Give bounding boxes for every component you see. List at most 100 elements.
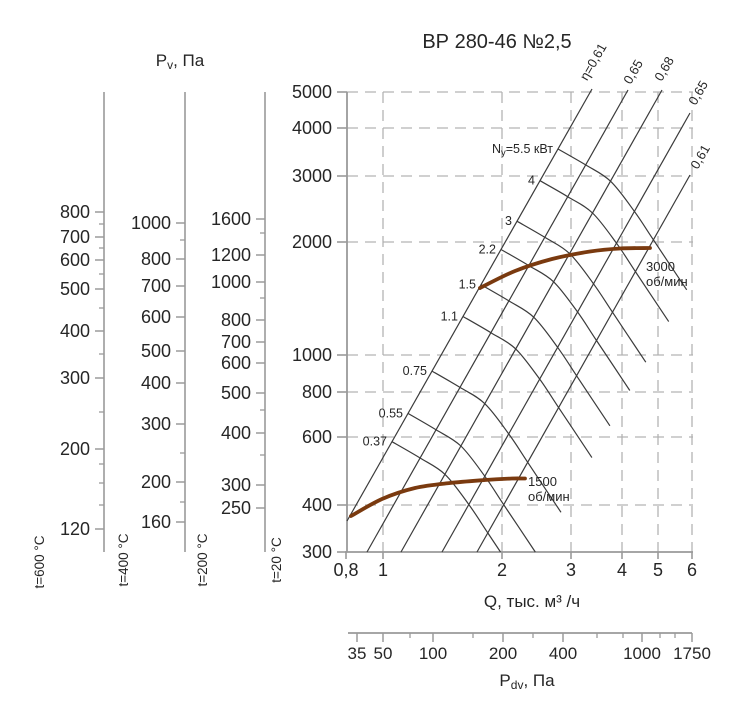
eta-line bbox=[400, 89, 663, 553]
pdv-tick-label: 200 bbox=[489, 644, 517, 663]
x-axis-tick-label: 0,8 bbox=[333, 560, 358, 580]
chart-title: ВР 280-46 №2,5 bbox=[422, 31, 571, 53]
scale-tick-label: 400 bbox=[221, 423, 251, 443]
scale-temperature-label: t=400 °C bbox=[116, 533, 131, 586]
scale-tick-label: 800 bbox=[60, 202, 90, 222]
x-axis-tick-label: 2 bbox=[497, 560, 507, 580]
x-axis-tick-label: 4 bbox=[617, 560, 627, 580]
power-curve-label: 1.1 bbox=[441, 310, 458, 324]
scale-tick-label: 800 bbox=[221, 310, 251, 330]
power-curve bbox=[500, 248, 631, 391]
scale-tick-label: 400 bbox=[141, 373, 171, 393]
eta-line-label: η=0,61 bbox=[577, 41, 610, 83]
y-axis-tick-label: 2000 bbox=[292, 232, 332, 252]
pdv-tick-label: 50 bbox=[374, 644, 393, 663]
y-axis-tick-label: 800 bbox=[302, 382, 332, 402]
scale-tick-label: 600 bbox=[60, 250, 90, 270]
eta-line-label: 0,65 bbox=[620, 57, 646, 86]
scale-tick-label: 700 bbox=[221, 332, 251, 352]
scale-tick-label: 160 bbox=[141, 512, 171, 532]
left-scale-1: 1000 800 700 600 500 400 300 200 160 t=400 °C bbox=[116, 92, 186, 587]
scale-tick-label: 1600 bbox=[211, 209, 251, 229]
labels: ВР 280-46 №2,5 5000 4000 3000 2000 1000 800 600… bbox=[269, 31, 713, 611]
scale-tick-label: 500 bbox=[141, 341, 171, 361]
pdv-axis-title: Pdv, Па bbox=[499, 671, 555, 692]
pdv-tick-label: 100 bbox=[419, 644, 447, 663]
eta-line-label: 0,65 bbox=[685, 78, 711, 107]
scale-tick-label: 120 bbox=[60, 519, 90, 539]
power-curve bbox=[480, 284, 611, 427]
scale-tick-label: 500 bbox=[60, 279, 90, 299]
scale-tick-label: 1000 bbox=[131, 213, 171, 233]
eta-line bbox=[441, 112, 691, 553]
x-axis-tick-label: 1 bbox=[378, 560, 388, 580]
scale-tick-label: 700 bbox=[141, 276, 171, 296]
eta-line-label: 0,68 bbox=[651, 54, 677, 83]
rpm-label-unit: об/мин bbox=[528, 489, 570, 504]
power-curve-label: 1.5 bbox=[459, 278, 476, 292]
power-curve bbox=[539, 180, 670, 322]
rpm-label-value: 1500 bbox=[528, 474, 557, 489]
q-axis-title: Q, тыс. м³ /ч bbox=[484, 592, 580, 611]
eta-line bbox=[476, 174, 691, 553]
power-curve bbox=[557, 148, 688, 291]
scale-tick-label: 1200 bbox=[211, 245, 251, 265]
scale-tick-label: 1000 bbox=[211, 272, 251, 292]
y-axis-tick-label: 600 bbox=[302, 427, 332, 447]
pdv-tick-label: 1000 bbox=[623, 644, 661, 663]
main-axes bbox=[337, 91, 693, 559]
y-axis-tick-label: 3000 bbox=[292, 166, 332, 186]
x-axis-tick-label: 6 bbox=[687, 560, 697, 580]
power-curve bbox=[431, 370, 562, 513]
scale-tick-label: 250 bbox=[221, 498, 251, 518]
power-curve-label: 2.2 bbox=[479, 243, 496, 257]
eta-line-label: 0,61 bbox=[687, 142, 713, 171]
pdv-tick-label: 1750 bbox=[673, 644, 711, 663]
rpm-label-value: 3000 bbox=[646, 259, 675, 274]
eta-line bbox=[346, 88, 593, 522]
scale-tick-label: 600 bbox=[221, 353, 251, 373]
power-curve-label: 0.37 bbox=[363, 435, 387, 449]
power-curve bbox=[516, 220, 647, 363]
pdv-tick-label: 400 bbox=[549, 644, 577, 663]
power-curve-label: 0.75 bbox=[403, 364, 427, 378]
power-curve-label: 4 bbox=[528, 174, 535, 188]
power-curve-label: 0.55 bbox=[379, 406, 403, 420]
x-axis-tick-label: 5 bbox=[653, 560, 663, 580]
pdv-tick-label: 35 bbox=[348, 644, 367, 663]
scale-tick-label: 800 bbox=[141, 249, 171, 269]
power-curve bbox=[462, 315, 593, 458]
y-axis-tick-label: 4000 bbox=[292, 118, 332, 138]
iso-lines bbox=[346, 88, 691, 553]
y-axis-tick-label: 1000 bbox=[292, 345, 332, 365]
t20-label: t=20 °C bbox=[269, 537, 284, 583]
scale-tick-label: 500 bbox=[221, 383, 251, 403]
y-axis-tick-label: 5000 bbox=[292, 82, 332, 102]
power-curve bbox=[391, 441, 502, 553]
scale-tick-label: 300 bbox=[221, 475, 251, 495]
rpm-curves bbox=[349, 246, 652, 518]
x-axis-tick-label: 3 bbox=[566, 560, 576, 580]
scale-temperature-label: t=200 °C bbox=[195, 533, 210, 586]
pv-scale-title: Pv, Па bbox=[156, 51, 205, 72]
power-curve bbox=[407, 412, 536, 553]
left-scale-0: 800 700 600 500 400 300 200 120 t=600 °C bbox=[32, 92, 105, 589]
scale-temperature-label: t=600 °C bbox=[32, 535, 47, 588]
pdv-scale: 35 50 100 200 400 1000 1750 Pdv, Па bbox=[348, 632, 711, 692]
main-grid bbox=[347, 91, 693, 552]
y-axis-tick-label: 400 bbox=[302, 495, 332, 515]
power-curve-label: Nу=5.5 кВт bbox=[492, 142, 553, 159]
scale-tick-label: 300 bbox=[60, 368, 90, 388]
scale-tick-label: 600 bbox=[141, 307, 171, 327]
scale-tick-label: 200 bbox=[60, 439, 90, 459]
rpm-curve-1500 bbox=[349, 476, 527, 518]
rpm-curve-3000 bbox=[478, 246, 652, 290]
scale-tick-label: 300 bbox=[141, 414, 171, 434]
rpm-label-unit: об/мин bbox=[646, 274, 688, 289]
scale-tick-label: 700 bbox=[60, 227, 90, 247]
eta-line bbox=[366, 89, 629, 553]
